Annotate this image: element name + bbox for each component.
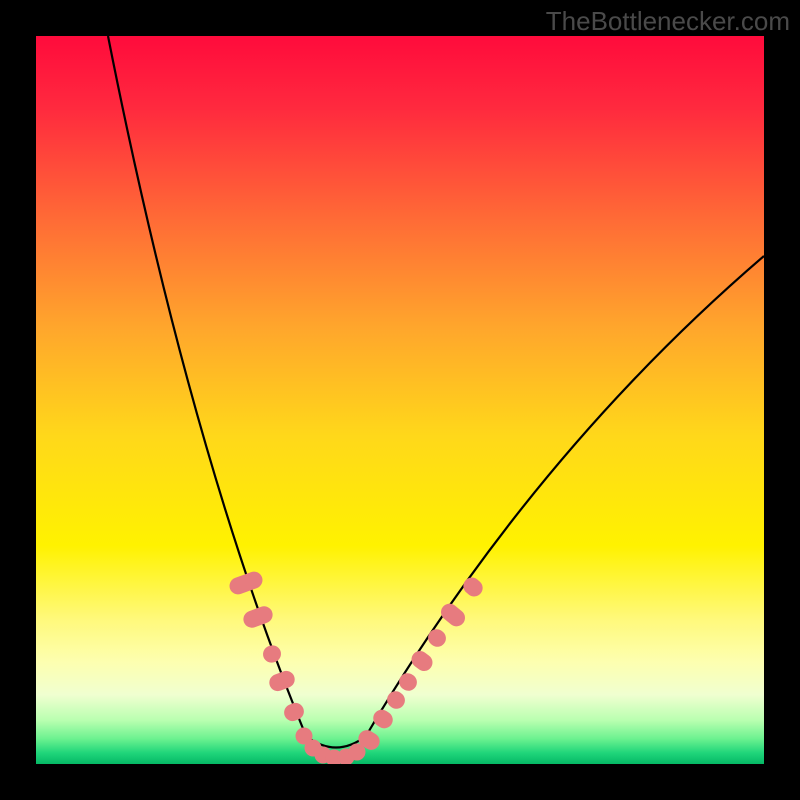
canvas: TheBottlenecker.com bbox=[0, 0, 800, 800]
marker-capsule bbox=[425, 626, 450, 650]
marker-capsule bbox=[281, 700, 306, 723]
marker-capsule bbox=[408, 648, 436, 675]
marker-capsule bbox=[396, 670, 421, 694]
marker-capsule bbox=[261, 643, 284, 665]
marker-capsule bbox=[384, 688, 408, 712]
marker-capsule bbox=[460, 574, 486, 600]
marker-capsule bbox=[370, 706, 396, 731]
marker-capsule bbox=[267, 668, 297, 693]
sample-markers bbox=[227, 569, 486, 764]
chart-svg bbox=[36, 36, 764, 764]
marker-capsule bbox=[438, 600, 469, 630]
plot-area bbox=[36, 36, 764, 764]
watermark-text: TheBottlenecker.com bbox=[546, 6, 790, 37]
